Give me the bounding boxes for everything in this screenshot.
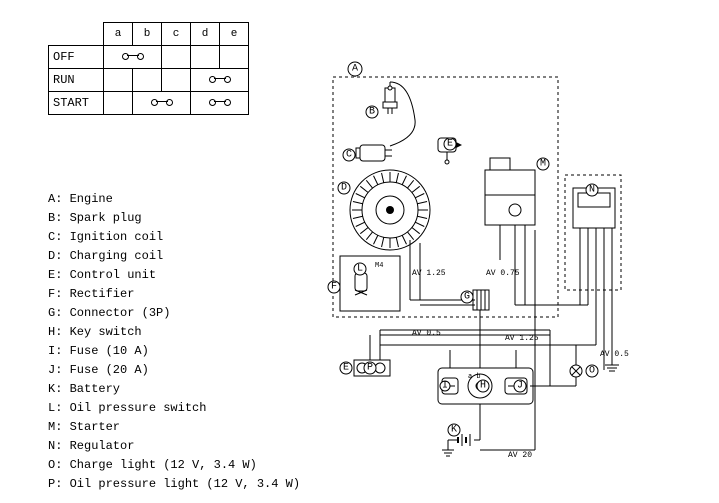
legend-item: M: Starter	[48, 418, 300, 437]
legend-item: H: Key switch	[48, 323, 300, 342]
wiring-diagram: a b AV	[270, 60, 690, 480]
svg-text:E: E	[343, 363, 349, 374]
legend-item: D: Charging coil	[48, 247, 300, 266]
legend-item: C: Ignition coil	[48, 228, 300, 247]
switch-position-table: a b c d e OFFRUNSTART	[48, 22, 249, 115]
callout-e2: E	[340, 362, 352, 374]
svg-text:K: K	[451, 425, 457, 436]
switch-row-label: RUN	[49, 69, 104, 92]
col-c: c	[162, 23, 191, 46]
switch-row: RUN	[49, 69, 249, 92]
svg-text:F: F	[331, 282, 337, 293]
wire-label: AV 20	[508, 451, 532, 460]
switch-cell	[162, 46, 191, 69]
switch-cell	[133, 69, 162, 92]
legend-item: A: Engine	[48, 190, 300, 209]
contact-icon	[122, 50, 144, 60]
svg-text:G: G	[464, 292, 470, 303]
svg-text:I: I	[442, 381, 448, 392]
contact-icon	[151, 96, 173, 106]
charging-coil	[350, 170, 430, 250]
svg-text:J: J	[517, 381, 523, 392]
svg-text:D: D	[341, 183, 347, 194]
legend-item: I: Fuse (10 A)	[48, 342, 300, 361]
legend-item: E: Control unit	[48, 266, 300, 285]
col-e: e	[220, 23, 249, 46]
wire-label: AV 0.5	[600, 350, 629, 359]
callout-g: G	[461, 291, 473, 303]
switch-row: START	[49, 92, 249, 115]
wire-label: AV 0.75	[486, 269, 520, 278]
spark-plug	[383, 82, 415, 146]
callout-e: E	[444, 138, 456, 150]
col-a: a	[104, 23, 133, 46]
legend-item: B: Spark plug	[48, 209, 300, 228]
callout-l: L	[354, 263, 366, 275]
callout-i: I	[440, 381, 450, 392]
callout-m: M	[537, 158, 549, 170]
oil-pressure-box	[340, 256, 400, 311]
callout-o: O	[586, 365, 598, 377]
svg-text:O: O	[589, 366, 595, 377]
switch-cell	[133, 92, 191, 115]
callout-f: F	[328, 281, 340, 293]
svg-text:P: P	[367, 363, 373, 374]
switch-cell	[191, 46, 220, 69]
col-b: b	[133, 23, 162, 46]
ignition-coil	[356, 145, 392, 161]
svg-text:C: C	[346, 150, 352, 161]
legend-item: O: Charge light (12 V, 3.4 W)	[48, 456, 300, 475]
switch-cell	[162, 69, 191, 92]
callout-c: C	[343, 149, 355, 161]
svg-text:a b: a b	[468, 373, 481, 381]
switch-cell	[191, 92, 249, 115]
switch-cell	[191, 69, 249, 92]
wire-label: AV 1.25	[505, 334, 539, 343]
legend-item: L: Oil pressure switch	[48, 399, 300, 418]
component-legend: A: EngineB: Spark plugC: Ignition coilD:…	[48, 190, 300, 494]
callout-j: J	[514, 380, 526, 392]
wire-label: M4	[375, 262, 383, 270]
contact-icon	[209, 96, 231, 106]
svg-text:E: E	[447, 139, 453, 150]
switch-row: OFF	[49, 46, 249, 69]
legend-item: G: Connector (3P)	[48, 304, 300, 323]
connector-3p	[473, 290, 489, 310]
switch-row-label: START	[49, 92, 104, 115]
callout-p: P	[364, 362, 376, 374]
switch-cell	[220, 46, 249, 69]
key-switch-assembly: a b	[438, 310, 550, 404]
callout-h: H	[477, 380, 489, 392]
svg-text:L: L	[357, 264, 363, 275]
switch-cell	[104, 92, 133, 115]
regulator	[573, 188, 615, 370]
callout-n: N	[586, 184, 598, 196]
svg-text:B: B	[369, 107, 375, 118]
callout-d: D	[338, 182, 350, 194]
wire-label: AV 0.5	[412, 329, 441, 338]
contact-icon	[209, 73, 231, 83]
legend-item: F: Rectifier	[48, 285, 300, 304]
battery	[442, 230, 535, 456]
legend-item: K: Battery	[48, 380, 300, 399]
legend-item: P: Oil pressure light (12 V, 3.4 W)	[48, 475, 300, 494]
switch-row-label: OFF	[49, 46, 104, 69]
svg-text:N: N	[589, 185, 595, 196]
wire-label: AV 1.25	[412, 269, 446, 278]
svg-text:A: A	[352, 64, 358, 75]
legend-item: J: Fuse (20 A)	[48, 361, 300, 380]
switch-cell	[104, 46, 162, 69]
svg-text:H: H	[480, 381, 486, 392]
callout-k: K	[448, 424, 460, 436]
callout-b: B	[366, 106, 378, 118]
col-d: d	[191, 23, 220, 46]
switch-cell	[104, 69, 133, 92]
svg-text:M: M	[540, 159, 546, 170]
starter-motor	[485, 158, 535, 305]
charge-light	[550, 345, 582, 386]
callout-a: A	[348, 62, 362, 76]
legend-item: N: Regulator	[48, 437, 300, 456]
